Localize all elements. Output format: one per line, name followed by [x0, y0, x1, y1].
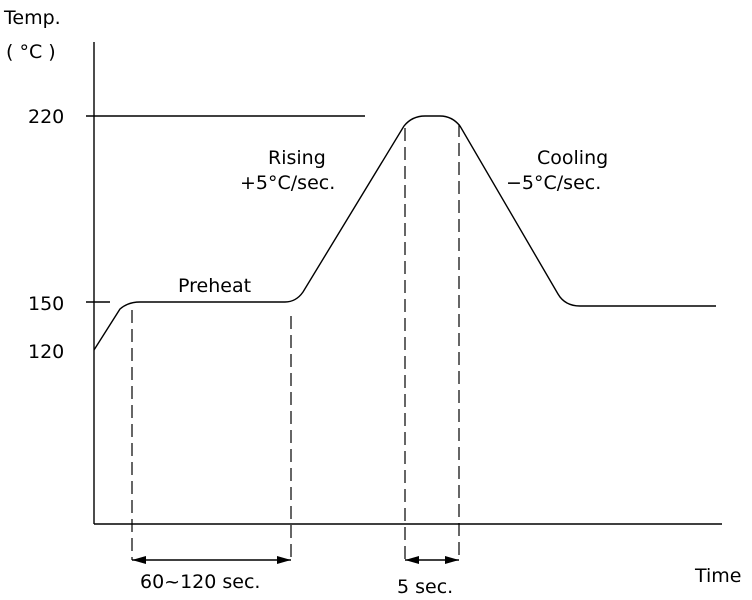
tick-label-120: 120: [28, 341, 64, 363]
tick-label-150: 150: [28, 293, 64, 315]
temperature-profile-curve: [93, 115, 716, 351]
tick-label-220: 220: [28, 106, 64, 128]
rising-label: Rising: [268, 147, 326, 169]
preheat-label: Preheat: [178, 275, 251, 297]
cooling-rate-label: −5°C/sec.: [506, 172, 601, 194]
rising-rate-label: +5°C/sec.: [240, 172, 335, 194]
y-axis-unit: ( °C ): [6, 41, 56, 63]
x-axis-title: Time: [694, 565, 742, 587]
preheat-duration-label: 60~120 sec.: [140, 571, 260, 593]
peak-duration-arrow: [405, 556, 459, 564]
preheat-duration-arrow: [132, 556, 291, 564]
y-axis-title: Temp.: [3, 7, 61, 29]
peak-duration-label: 5 sec.: [397, 576, 453, 598]
cooling-label: Cooling: [537, 147, 608, 169]
